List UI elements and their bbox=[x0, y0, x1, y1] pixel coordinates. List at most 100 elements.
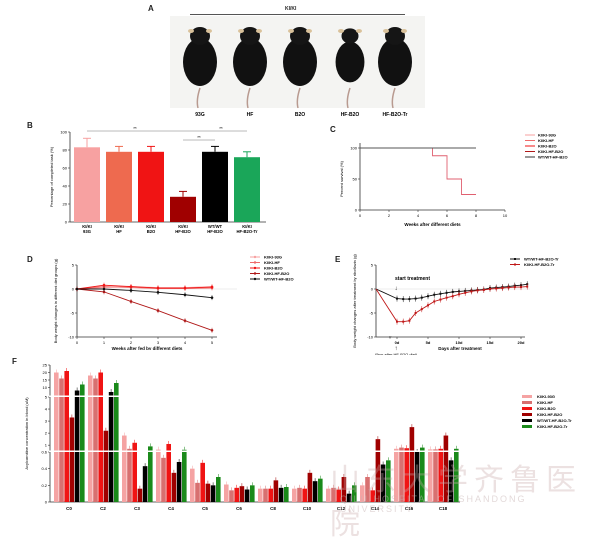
svg-text:KI/KI-HF: KI/KI-HF bbox=[264, 260, 280, 265]
panel-e: E // -10 -5 0 5 0d 5d 10d 15d 20d Days after treat… bbox=[300, 245, 600, 357]
svg-text:Days after treatment: Days after treatment bbox=[438, 346, 482, 351]
svg-text:C12: C12 bbox=[337, 506, 346, 511]
svg-text:KI/KI-B2O: KI/KI-B2O bbox=[537, 406, 556, 411]
panel-a-header: KI/KI bbox=[285, 6, 297, 12]
svg-text:5: 5 bbox=[211, 340, 214, 345]
svg-text:HF-B2O-Tr: HF-B2O-Tr bbox=[383, 112, 408, 118]
svg-text:KI/KI-B2O: KI/KI-B2O bbox=[538, 144, 557, 149]
svg-text:KI/KI-93G: KI/KI-93G bbox=[537, 394, 555, 399]
svg-text:6: 6 bbox=[446, 213, 449, 218]
svg-text:Body weight changes after trea: Body weight changes after treatment by r… bbox=[352, 254, 357, 348]
svg-text:C18: C18 bbox=[439, 506, 448, 511]
panel-f-label: F bbox=[12, 357, 17, 366]
svg-text:C6: C6 bbox=[236, 506, 242, 511]
svg-text:↑: ↑ bbox=[395, 346, 398, 352]
panel-f: F 0 0.2 0.4 0.6 1 2 3 4 5 10 15 20 25 Acylcarnitine c… bbox=[0, 355, 600, 512]
svg-text:KI/KI: KI/KI bbox=[178, 224, 188, 229]
svg-text:0: 0 bbox=[45, 500, 48, 505]
svg-text:C4: C4 bbox=[168, 506, 174, 511]
svg-text:start treatment: start treatment bbox=[395, 276, 430, 282]
svg-text:3: 3 bbox=[157, 340, 160, 345]
chart-e: // -10 -5 0 5 0d 5d 10d 15d 20d Days after treatme… bbox=[352, 254, 559, 357]
svg-text:4: 4 bbox=[45, 407, 48, 412]
svg-text:KI/KI-93G: KI/KI-93G bbox=[264, 255, 282, 260]
svg-text:KI/KI-HF-B2O: KI/KI-HF-B2O bbox=[537, 412, 562, 417]
svg-text:HF-B2O: HF-B2O bbox=[207, 229, 223, 234]
panel-a-bar bbox=[190, 14, 405, 15]
panel-a-label: A bbox=[148, 4, 154, 13]
svg-text:↓: ↓ bbox=[395, 286, 398, 292]
svg-text:8: 8 bbox=[475, 213, 478, 218]
svg-text:WT/WT-HF-B2O-Tr: WT/WT-HF-B2O-Tr bbox=[524, 257, 559, 262]
svg-text:0: 0 bbox=[65, 220, 68, 225]
svg-text:2: 2 bbox=[45, 431, 48, 436]
svg-text:10: 10 bbox=[503, 213, 508, 218]
svg-text:0.4: 0.4 bbox=[41, 466, 47, 471]
svg-text:1: 1 bbox=[103, 340, 106, 345]
svg-text:**: ** bbox=[197, 135, 201, 140]
svg-text:-10: -10 bbox=[68, 335, 75, 340]
svg-text:KI/KI-93G: KI/KI-93G bbox=[538, 133, 556, 138]
svg-text:80: 80 bbox=[63, 148, 68, 153]
svg-text:KI/KI-HF-B2O: KI/KI-HF-B2O bbox=[264, 271, 289, 276]
svg-text:KI/KI-HF: KI/KI-HF bbox=[538, 138, 554, 143]
svg-text:KI/KI: KI/KI bbox=[114, 224, 124, 229]
svg-text:-5: -5 bbox=[70, 311, 74, 316]
svg-text:Percent survival (%): Percent survival (%) bbox=[339, 160, 344, 196]
svg-text:HF: HF bbox=[247, 112, 254, 118]
svg-text:3: 3 bbox=[45, 419, 48, 424]
svg-text:KI/KI-HF-B2O-Tr: KI/KI-HF-B2O-Tr bbox=[537, 424, 568, 429]
svg-text:KI/KI-HF-B2O: KI/KI-HF-B2O bbox=[538, 149, 563, 154]
svg-text:KI/KI: KI/KI bbox=[82, 224, 92, 229]
svg-text:C0: C0 bbox=[66, 506, 72, 511]
svg-text:(5ws after HF-B2O diet): (5ws after HF-B2O diet) bbox=[375, 352, 418, 355]
svg-text:Weeks after different diets: Weeks after different diets bbox=[404, 222, 461, 227]
svg-text:10: 10 bbox=[43, 385, 48, 390]
svg-text:KI/KI: KI/KI bbox=[146, 224, 156, 229]
svg-text:KI/KI: KI/KI bbox=[242, 224, 252, 229]
svg-text:HF-B2O: HF-B2O bbox=[175, 229, 191, 234]
svg-text:HF: HF bbox=[116, 229, 122, 234]
chart-b: 0 20 40 60 80 100 Percentage of completed task… bbox=[49, 126, 266, 234]
svg-text:20: 20 bbox=[43, 370, 48, 375]
svg-text:10d: 10d bbox=[456, 340, 463, 345]
svg-text:93G: 93G bbox=[83, 229, 91, 234]
panel-b-label: B bbox=[27, 121, 33, 130]
svg-text:C10: C10 bbox=[303, 506, 312, 511]
panel-d-label: D bbox=[27, 255, 33, 264]
svg-text:25: 25 bbox=[43, 363, 48, 368]
svg-text:100: 100 bbox=[350, 146, 357, 151]
svg-text:C14: C14 bbox=[371, 506, 380, 511]
mice-photo: 93G HF B2O HF-B2O HF-B2O-Tr bbox=[170, 16, 425, 118]
svg-text:KI/KI-HF-B2O-Tr: KI/KI-HF-B2O-Tr bbox=[524, 262, 555, 267]
svg-text:0.2: 0.2 bbox=[41, 483, 47, 488]
svg-text:2: 2 bbox=[130, 340, 133, 345]
svg-text:5: 5 bbox=[371, 263, 374, 268]
panel-e-label: E bbox=[335, 255, 341, 264]
svg-text:20d: 20d bbox=[518, 340, 525, 345]
svg-text:15: 15 bbox=[43, 378, 48, 383]
svg-text:15d: 15d bbox=[487, 340, 494, 345]
svg-text:C5: C5 bbox=[202, 506, 208, 511]
panel-a: A KI/KI 93G HF B2O HF-B2O HF-B2O-Tr bbox=[148, 0, 450, 120]
svg-text:Percentage of completed task (: Percentage of completed task (%) bbox=[49, 146, 54, 207]
svg-text:5: 5 bbox=[45, 395, 48, 400]
svg-text:40: 40 bbox=[63, 184, 68, 189]
panel-c-label: C bbox=[330, 125, 336, 134]
svg-text:WT/WT-HF-B2O: WT/WT-HF-B2O bbox=[538, 155, 568, 160]
svg-text:-5: -5 bbox=[369, 311, 373, 316]
svg-text:0.6: 0.6 bbox=[41, 450, 47, 455]
svg-text:WT/WT-HF-B2O-Tr: WT/WT-HF-B2O-Tr bbox=[537, 418, 572, 423]
svg-text:Weeks after fed by different d: Weeks after fed by different diets bbox=[112, 346, 183, 350]
panel-c: C 0 2 4 6 8 10 0 50 100 Weeks after different die… bbox=[290, 115, 600, 240]
chart-f: 0 0.2 0.4 0.6 1 2 3 4 5 10 15 20 25 Acylcarnitine con… bbox=[24, 363, 572, 512]
panel-b: B 0 20 40 60 80 100 Percentage of completed ta… bbox=[0, 115, 290, 245]
svg-text:5d: 5d bbox=[426, 340, 431, 345]
svg-text:0: 0 bbox=[359, 213, 362, 218]
svg-text:Body weight changes in differe: Body weight changes in different diet gr… bbox=[53, 258, 58, 343]
svg-text:-10: -10 bbox=[367, 335, 374, 340]
svg-text:0: 0 bbox=[72, 287, 75, 292]
svg-text:HF-B2O-Tr: HF-B2O-Tr bbox=[237, 229, 258, 234]
svg-text:50: 50 bbox=[353, 177, 358, 182]
